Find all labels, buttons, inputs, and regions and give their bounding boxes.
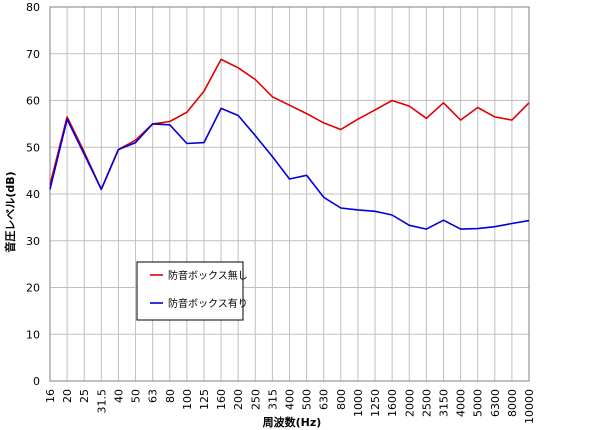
x-axis-label: 周波数(Hz) xyxy=(263,415,322,429)
x-tick-label: 2000 xyxy=(403,389,416,417)
x-tick-label: 16 xyxy=(44,389,57,403)
x-tick-label: 315 xyxy=(266,389,279,410)
y-axis-ticks: 0 10 20 30 40 50 60 70 80 xyxy=(26,1,40,388)
x-tick-label: 31.5 xyxy=(95,389,108,414)
x-tick-label: 630 xyxy=(318,389,331,410)
x-tick-label: 80 xyxy=(164,389,177,403)
series-line-1 xyxy=(49,58,530,191)
y-tick-label: 10 xyxy=(26,328,40,341)
y-tick-label: 0 xyxy=(33,375,40,388)
x-tick-label: 100 xyxy=(181,389,194,410)
x-tick-label: 8000 xyxy=(506,389,519,417)
legend-box xyxy=(136,261,244,321)
y-tick-label: 30 xyxy=(26,235,40,248)
legend-label-series-2: 防音ボックス有り xyxy=(168,297,248,310)
y-axis-label: 音圧レベル(dB) xyxy=(3,171,17,252)
x-tick-label: 40 xyxy=(112,389,125,403)
y-tick-label: 60 xyxy=(26,95,40,108)
gridlines xyxy=(49,6,530,382)
y-tick-label: 40 xyxy=(26,188,40,201)
x-tick-label: 4000 xyxy=(455,389,468,417)
x-tick-label: 160 xyxy=(215,389,228,410)
x-tick-label: 3150 xyxy=(437,389,450,417)
series-line-2 xyxy=(49,107,530,230)
x-tick-label: 125 xyxy=(198,389,211,410)
legend: 防音ボックス無し 防音ボックス有り xyxy=(136,261,248,321)
x-tick-label: 6300 xyxy=(489,389,502,417)
x-tick-label: 25 xyxy=(78,389,91,403)
y-tick-label: 20 xyxy=(26,282,40,295)
x-tick-label: 63 xyxy=(147,389,160,403)
x-tick-label: 500 xyxy=(301,389,314,410)
x-tick-label: 800 xyxy=(335,389,348,410)
x-tick-label: 400 xyxy=(284,389,297,410)
series-lines xyxy=(49,58,530,230)
x-tick-label: 200 xyxy=(232,389,245,410)
x-tick-label: 1600 xyxy=(386,389,399,417)
y-tick-label: 70 xyxy=(26,48,40,61)
x-tick-label: 250 xyxy=(249,389,262,410)
y-tick-label: 50 xyxy=(26,141,40,154)
x-tick-label: 1250 xyxy=(369,389,382,417)
legend-label-series-1: 防音ボックス無し xyxy=(168,269,248,282)
x-tick-label: 5000 xyxy=(472,389,485,417)
x-tick-label: 20 xyxy=(61,389,74,403)
x-tick-label: 1000 xyxy=(352,389,365,417)
y-tick-label: 80 xyxy=(26,1,40,14)
x-tick-label: 10000 xyxy=(523,389,536,424)
x-axis-ticks: 16 20 25 31.5 40 50 63 80 100 125 160 200 250 315 400 5… xyxy=(44,389,536,424)
x-tick-label: 2500 xyxy=(420,389,433,417)
plot-area-frame xyxy=(49,6,530,382)
x-tick-label: 50 xyxy=(130,389,143,403)
